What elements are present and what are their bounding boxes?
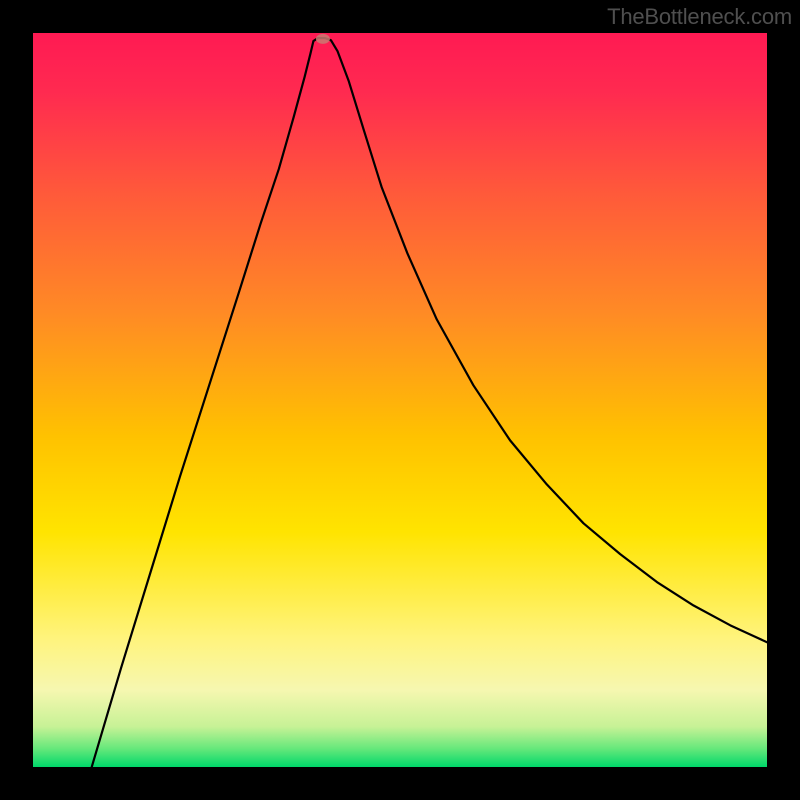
- minimum-marker: [316, 34, 330, 44]
- bottleneck-curve: [92, 38, 767, 767]
- plot-area: [33, 33, 767, 767]
- watermark-text: TheBottleneck.com: [607, 4, 792, 30]
- bottleneck-curve-layer: [33, 33, 767, 767]
- chart-container: TheBottleneck.com: [0, 0, 800, 800]
